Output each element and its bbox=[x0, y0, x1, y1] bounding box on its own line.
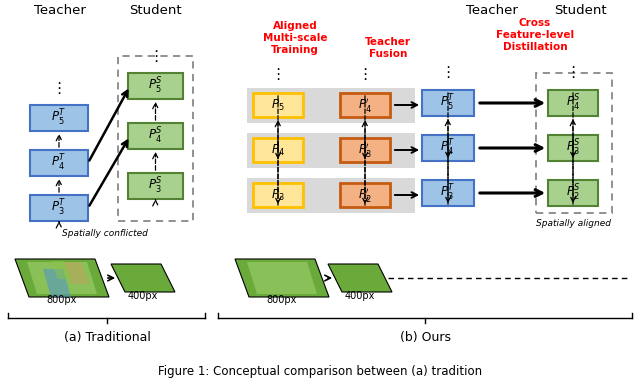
Text: Aligned
Multi-scale
Training: Aligned Multi-scale Training bbox=[263, 21, 327, 55]
Polygon shape bbox=[328, 264, 392, 292]
Text: Student: Student bbox=[129, 3, 181, 17]
Text: $P_4^T$: $P_4^T$ bbox=[51, 153, 67, 173]
Polygon shape bbox=[27, 262, 97, 294]
Text: (b) Ours: (b) Ours bbox=[399, 331, 451, 344]
Text: $P_5^S$: $P_5^S$ bbox=[148, 76, 163, 96]
Text: ⋮: ⋮ bbox=[148, 48, 163, 63]
Text: $P_3'$: $P_3'$ bbox=[358, 141, 372, 159]
Bar bbox=[340, 93, 390, 117]
Bar bbox=[128, 73, 183, 99]
Bar bbox=[548, 135, 598, 161]
Text: $P_2'$: $P_2'$ bbox=[358, 186, 372, 204]
Bar bbox=[30, 105, 88, 131]
Text: Figure 1: Conceptual comparison between (a) tradition: Figure 1: Conceptual comparison between … bbox=[158, 366, 482, 379]
Bar bbox=[548, 180, 598, 206]
Text: Teacher
Fusion: Teacher Fusion bbox=[365, 37, 411, 59]
Text: 800px: 800px bbox=[47, 295, 77, 305]
Bar bbox=[247, 178, 415, 213]
Text: $P_2^S$: $P_2^S$ bbox=[566, 183, 580, 203]
Polygon shape bbox=[50, 261, 72, 279]
Polygon shape bbox=[15, 259, 109, 297]
Polygon shape bbox=[43, 269, 71, 297]
Text: Cross
Feature-level
Distillation: Cross Feature-level Distillation bbox=[496, 18, 574, 52]
Bar bbox=[536, 73, 612, 213]
Bar bbox=[253, 93, 303, 117]
Text: $P_4$: $P_4$ bbox=[271, 142, 285, 157]
Text: ⋮: ⋮ bbox=[565, 66, 580, 81]
Bar bbox=[340, 138, 390, 162]
Bar bbox=[128, 173, 183, 199]
Bar bbox=[340, 183, 390, 207]
Text: $P_3^S$: $P_3^S$ bbox=[566, 138, 580, 158]
Bar bbox=[247, 88, 415, 123]
Bar bbox=[128, 123, 183, 149]
Text: $P_3^T$: $P_3^T$ bbox=[440, 183, 456, 203]
Text: ⋮: ⋮ bbox=[270, 68, 285, 83]
Text: 400px: 400px bbox=[345, 291, 375, 301]
Polygon shape bbox=[247, 262, 317, 294]
Polygon shape bbox=[63, 262, 89, 284]
Text: $P_4^S$: $P_4^S$ bbox=[566, 93, 580, 113]
Text: ⋮: ⋮ bbox=[440, 66, 456, 81]
Text: $P_3^S$: $P_3^S$ bbox=[148, 176, 163, 196]
Text: $P_4^T$: $P_4^T$ bbox=[440, 138, 456, 158]
Text: 800px: 800px bbox=[267, 295, 297, 305]
Bar bbox=[247, 133, 415, 168]
Bar bbox=[253, 138, 303, 162]
Text: Student: Student bbox=[554, 3, 606, 17]
Text: $P_3$: $P_3$ bbox=[271, 187, 285, 202]
Text: ⋮: ⋮ bbox=[357, 68, 372, 83]
Text: Spatially conflicted: Spatially conflicted bbox=[62, 228, 148, 237]
Text: $P_4^S$: $P_4^S$ bbox=[148, 126, 163, 146]
Text: ⋮: ⋮ bbox=[51, 81, 67, 96]
Bar bbox=[422, 135, 474, 161]
Text: Spatially aligned: Spatially aligned bbox=[536, 220, 611, 228]
Polygon shape bbox=[111, 264, 175, 292]
Bar bbox=[548, 90, 598, 116]
Bar bbox=[118, 56, 193, 221]
Bar bbox=[30, 150, 88, 176]
Bar bbox=[30, 195, 88, 221]
Text: $P_3^T$: $P_3^T$ bbox=[51, 198, 67, 218]
Bar bbox=[422, 90, 474, 116]
Text: $P_4'$: $P_4'$ bbox=[358, 96, 372, 114]
Text: 400px: 400px bbox=[128, 291, 158, 301]
Bar bbox=[422, 180, 474, 206]
Polygon shape bbox=[235, 259, 329, 297]
Text: Teacher: Teacher bbox=[466, 3, 518, 17]
Text: (a) Traditional: (a) Traditional bbox=[63, 331, 150, 344]
Text: Teacher: Teacher bbox=[34, 3, 86, 17]
Text: $P_5$: $P_5$ bbox=[271, 98, 285, 113]
Text: $P_5^T$: $P_5^T$ bbox=[440, 93, 456, 113]
Bar bbox=[253, 183, 303, 207]
Text: $P_5^T$: $P_5^T$ bbox=[51, 108, 67, 128]
